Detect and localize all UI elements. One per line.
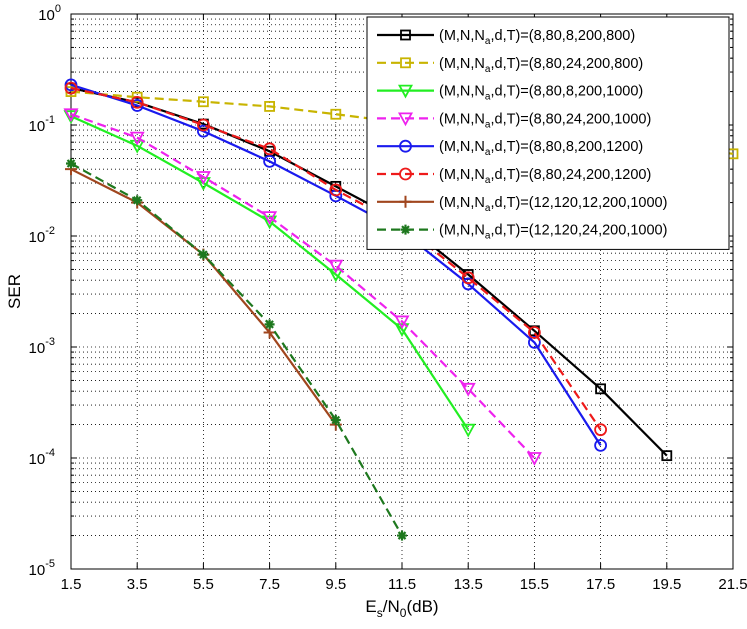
legend-marker bbox=[399, 195, 412, 208]
x-tick-label: 13.5 bbox=[454, 576, 483, 593]
data-point bbox=[130, 95, 144, 109]
legend-label: (M,N,Na,d,T)=(8,80,24,200,800) bbox=[439, 56, 643, 75]
legend-box bbox=[366, 16, 730, 250]
y-tick-label: 100 bbox=[38, 3, 61, 24]
data-point bbox=[528, 326, 541, 339]
legend-marker bbox=[400, 224, 411, 235]
data-point bbox=[131, 91, 143, 103]
data-point bbox=[132, 195, 143, 206]
legend-entry: (M,N,Na,d,T)=(12,120,24,200,1000) bbox=[377, 223, 667, 242]
data-point bbox=[64, 81, 78, 95]
data-point bbox=[394, 315, 410, 330]
legend: (M,N,Na,d,T)=(8,80,8,200,800) (M,N,Na,d,T… bbox=[366, 16, 730, 250]
data-point bbox=[328, 268, 344, 283]
x-label-n: /N bbox=[383, 597, 400, 616]
x-label-sub-0: 0 bbox=[400, 606, 407, 620]
series-8 bbox=[66, 158, 407, 541]
series-line bbox=[70, 87, 602, 431]
data-point bbox=[63, 108, 79, 123]
legend-label: (M,N,Na,d,T)=(8,80,24,200,1200) bbox=[439, 167, 651, 186]
x-tick-label: 19.5 bbox=[652, 576, 681, 593]
legend-label: (M,N,Na,d,T)=(8,80,8,200,1200) bbox=[439, 139, 643, 158]
legend-marker bbox=[397, 84, 414, 99]
legend-marker bbox=[399, 167, 412, 181]
x-tick-label: 1.5 bbox=[61, 576, 82, 593]
x-tick-label: 9.5 bbox=[325, 576, 346, 593]
legend-marker bbox=[400, 29, 411, 41]
data-point bbox=[661, 450, 673, 462]
data-point bbox=[595, 383, 606, 395]
data-point bbox=[263, 142, 277, 156]
legend-label: (M,N,Na,d,T)=(8,80,8,200,800) bbox=[439, 28, 635, 47]
data-point bbox=[129, 131, 145, 146]
data-point bbox=[594, 423, 607, 437]
data-point bbox=[196, 124, 210, 138]
data-point bbox=[197, 96, 209, 108]
data-point bbox=[264, 319, 275, 330]
data-point bbox=[195, 171, 211, 185]
axis-ticks: 1.5 3.5 5.5 7.5 9.5 11.5 13.5 15.5 17.5 19.5 21.5 1… bbox=[29, 3, 747, 593]
y-tick-label: 10-4 bbox=[29, 447, 55, 468]
legend-entry: (M,N,Na,d,T)=(8,80,8,200,1000) bbox=[377, 84, 643, 103]
y-tick-label: 10-5 bbox=[29, 558, 55, 579]
y-axis-label: SER bbox=[5, 274, 24, 309]
series-line bbox=[70, 162, 403, 537]
x-label-sub-s: s bbox=[377, 606, 383, 620]
data-point bbox=[460, 423, 476, 438]
data-point bbox=[461, 277, 475, 291]
data-point bbox=[196, 118, 210, 132]
legend-entry: (M,N,Na,d,T)=(8,80,24,200,800) bbox=[377, 56, 643, 75]
data-point bbox=[594, 438, 607, 452]
data-point bbox=[461, 271, 475, 285]
data-point bbox=[198, 249, 209, 260]
legend-entry: (M,N,Na,d,T)=(8,80,24,200,1000) bbox=[377, 111, 651, 130]
series-4 bbox=[63, 108, 542, 466]
data-point bbox=[526, 452, 542, 466]
legend-label: (M,N,Na,d,T)=(8,80,24,200,1000) bbox=[439, 111, 651, 130]
legend-entry: (M,N,Na,d,T)=(8,80,24,200,1200) bbox=[377, 167, 651, 186]
x-tick-label: 11.5 bbox=[388, 576, 416, 593]
legend-marker bbox=[397, 112, 414, 127]
y-tick-label: 10-2 bbox=[29, 225, 55, 246]
x-tick-label: 17.5 bbox=[586, 576, 615, 593]
x-tick-label: 15.5 bbox=[520, 576, 549, 593]
x-tick-label: 5.5 bbox=[193, 576, 214, 593]
legend-entry: (M,N,Na,d,T)=(8,80,8,200,1200) bbox=[377, 139, 643, 158]
data-point bbox=[460, 382, 476, 397]
data-point bbox=[263, 154, 277, 168]
data-point bbox=[330, 108, 342, 120]
data-point bbox=[129, 139, 145, 154]
data-point bbox=[328, 259, 344, 274]
x-tick-label: 3.5 bbox=[127, 576, 148, 593]
data-point bbox=[330, 414, 341, 425]
legend-entry: (M,N,Na,d,T)=(8,80,8,200,800) bbox=[377, 28, 635, 47]
x-axis-label: Es/N0(dB) bbox=[365, 597, 438, 620]
x-tick-label: 7.5 bbox=[259, 576, 280, 593]
legend-label: (M,N,Na,d,T)=(12,120,24,200,1000) bbox=[439, 223, 667, 242]
data-point bbox=[66, 158, 76, 169]
legend-marker bbox=[400, 57, 411, 69]
data-point bbox=[329, 183, 343, 197]
x-tick-label: 21.5 bbox=[718, 576, 747, 593]
x-label-e: E bbox=[365, 597, 376, 616]
data-point bbox=[397, 530, 407, 541]
legend-label: (M,N,Na,d,T)=(12,120,12,200,1000) bbox=[439, 195, 667, 214]
data-point bbox=[262, 211, 278, 225]
y-tick-label: 10-1 bbox=[29, 114, 55, 135]
data-point bbox=[528, 336, 541, 349]
legend-entry: (M,N,Na,d,T)=(12,120,12,200,1000) bbox=[377, 195, 667, 214]
data-point bbox=[394, 323, 410, 337]
data-point bbox=[63, 110, 79, 125]
x-label-db: (dB) bbox=[406, 597, 438, 616]
data-point bbox=[264, 101, 276, 112]
legend-label: (M,N,Na,d,T)=(8,80,8,200,1000) bbox=[439, 84, 643, 103]
y-tick-label: 10-3 bbox=[29, 336, 55, 357]
legend-marker bbox=[399, 139, 412, 153]
